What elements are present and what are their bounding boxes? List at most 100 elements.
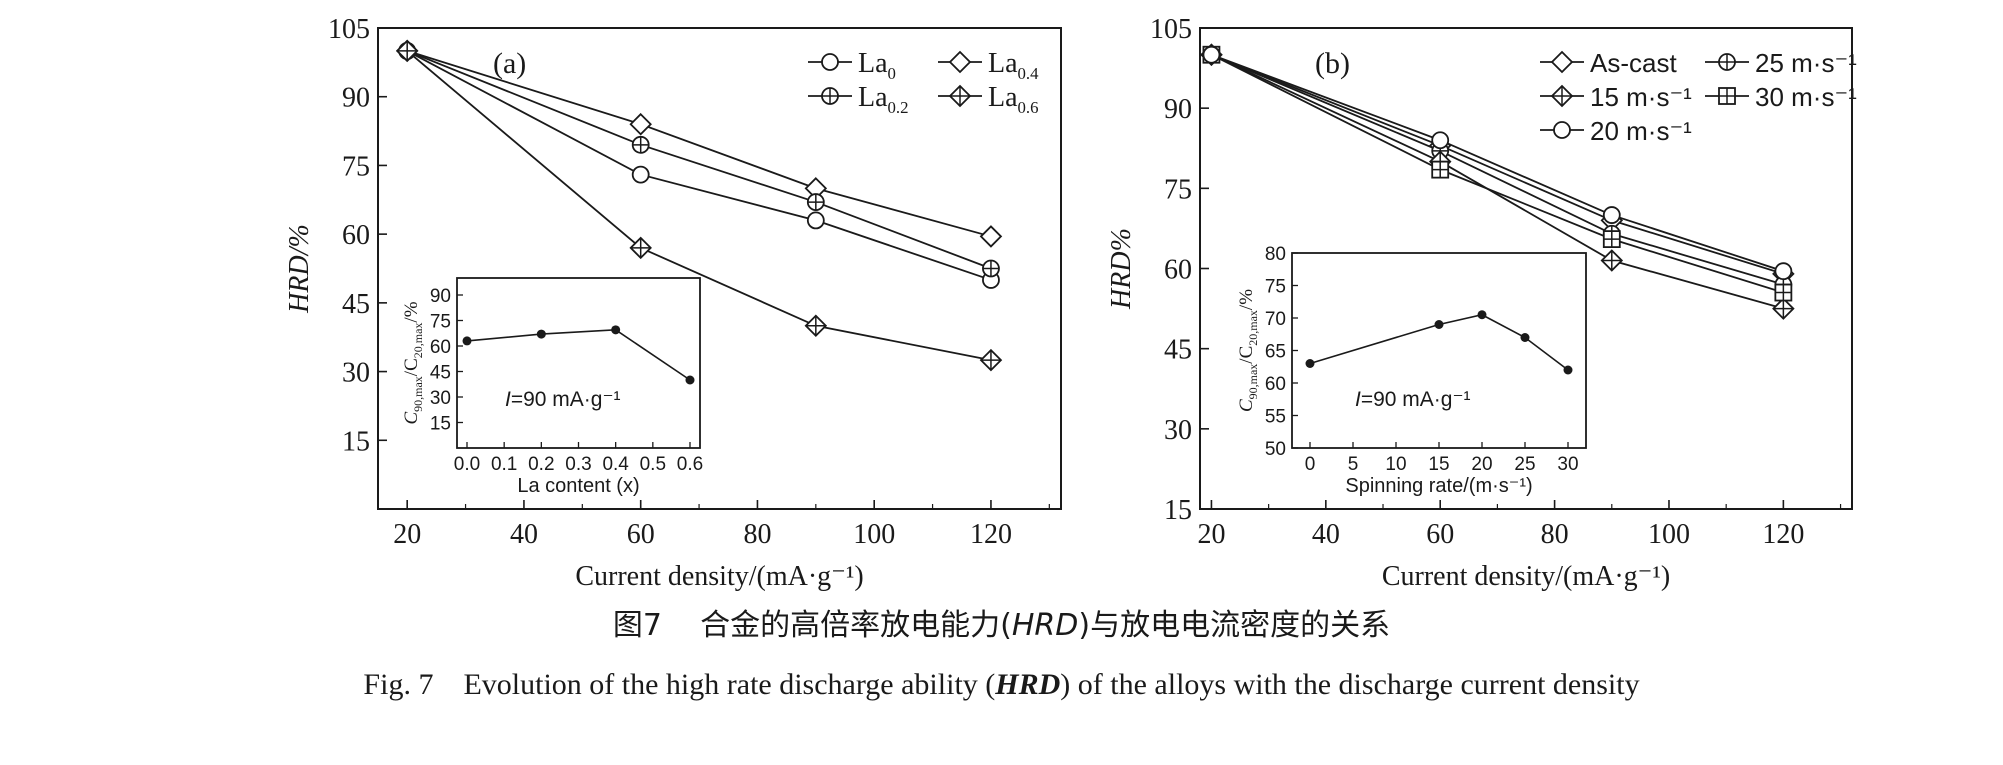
inset-x-tick: 10 bbox=[1385, 454, 1406, 475]
inset-series-line bbox=[466, 329, 691, 381]
data-point bbox=[806, 193, 825, 211]
series-0 bbox=[398, 42, 1000, 289]
legend-marker bbox=[1553, 121, 1571, 139]
inset-y-tick: 90 bbox=[430, 286, 451, 307]
inset-annotation: I=90 mA·g⁻¹ bbox=[1355, 388, 1471, 411]
data-point bbox=[629, 112, 652, 136]
inset-y-tick: 60 bbox=[430, 337, 451, 358]
series-line bbox=[406, 50, 992, 270]
x-tick-label: 100 bbox=[1648, 519, 1690, 550]
legend-entry: La0 bbox=[808, 48, 896, 83]
legend-entry: 30 m·s⁻¹ bbox=[1705, 82, 1857, 112]
legend-entry: La0.2 bbox=[808, 82, 909, 117]
legend-label: La0.2 bbox=[858, 82, 909, 117]
inset-data-point bbox=[462, 336, 472, 346]
inset-y-label: C90,max/C20,max/% bbox=[1236, 289, 1260, 412]
inset-data-point bbox=[1305, 359, 1315, 368]
inset-chart: 0 5 10 15 20 25 30 50 55 60 65 70 75 80 Spinning rate/… bbox=[1236, 244, 1587, 497]
y-tick-label: 75 bbox=[1164, 174, 1192, 205]
legend-entry: 20 m·s⁻¹ bbox=[1540, 116, 1692, 146]
inset-data-point bbox=[685, 375, 695, 385]
x-tick-label: 40 bbox=[510, 519, 538, 550]
panel-label: (b) bbox=[1315, 47, 1350, 80]
legend: La0 La0.4 La0.2 La0.6 bbox=[808, 48, 1039, 117]
series-3 bbox=[1202, 45, 1793, 302]
inset-y-tick: 75 bbox=[1265, 277, 1286, 298]
inset-y-tick: 80 bbox=[1265, 244, 1286, 265]
series-3 bbox=[395, 39, 1003, 372]
caption-cn-text-1: 合金的高倍率放电能力( bbox=[700, 608, 1012, 643]
data-point bbox=[1772, 297, 1795, 320]
series-line bbox=[1211, 53, 1784, 273]
inset-y-tick: 50 bbox=[1265, 439, 1286, 460]
y-tick-label: 15 bbox=[1164, 495, 1192, 526]
legend-marker bbox=[1718, 53, 1736, 71]
inset-x-tick: 0 bbox=[1305, 454, 1316, 475]
legend-label: 20 m·s⁻¹ bbox=[1590, 116, 1692, 146]
y-tick-label: 90 bbox=[342, 83, 370, 114]
legend-label: 15 m·s⁻¹ bbox=[1590, 82, 1692, 112]
inset-y-tick: 65 bbox=[1265, 342, 1286, 363]
caption-en-text-2: ) of the alloys with the discharge curre… bbox=[1060, 668, 1640, 701]
series-line bbox=[1211, 53, 1784, 310]
data-point bbox=[631, 165, 650, 184]
data-point bbox=[1600, 249, 1624, 272]
data-point bbox=[804, 314, 828, 338]
series-1 bbox=[395, 39, 1003, 248]
inset-y-label: C90,max/C20,max/% bbox=[401, 301, 425, 424]
inset-chart: 0.0 0.1 0.2 0.3 0.4 0.5 0.6 15 30 45 60 75 90 La cont… bbox=[401, 277, 703, 497]
data-point bbox=[1602, 206, 1621, 224]
inset-x-tick: 0.4 bbox=[602, 454, 629, 475]
legend-entry: La0.4 bbox=[938, 48, 1039, 83]
inset-x-tick: 30 bbox=[1557, 454, 1578, 475]
x-tick-label: 20 bbox=[1197, 519, 1225, 550]
inset-x-tick: 25 bbox=[1514, 454, 1535, 475]
y-tick-label: 105 bbox=[328, 14, 370, 45]
inset-y-tick: 75 bbox=[430, 312, 451, 333]
x-tick-label: 20 bbox=[393, 519, 421, 550]
x-tick-label: 60 bbox=[627, 519, 655, 550]
legend-marker bbox=[1718, 87, 1736, 105]
panel-label: (a) bbox=[493, 47, 526, 80]
legend-entry: As-cast bbox=[1540, 48, 1677, 78]
inset-x-tick: 0.3 bbox=[565, 454, 591, 475]
x-tick-label: 120 bbox=[970, 519, 1012, 550]
x-tick-label: 80 bbox=[1541, 519, 1569, 550]
legend-label: 25 m·s⁻¹ bbox=[1755, 48, 1857, 78]
legend-entry: 15 m·s⁻¹ bbox=[1540, 82, 1692, 112]
inset-x-tick: 0.0 bbox=[454, 454, 480, 475]
series-line bbox=[1211, 53, 1784, 275]
data-point bbox=[982, 259, 1000, 278]
legend-label: La0 bbox=[858, 48, 896, 83]
caption-chinese: 图7 合金的高倍率放电能力(HRD)与放电电流密度的关系 bbox=[0, 600, 2003, 644]
caption-en-hrd: HRD bbox=[995, 668, 1061, 701]
inset-x-tick: 0.2 bbox=[528, 454, 554, 475]
y-tick-label: 15 bbox=[342, 426, 370, 457]
legend-marker bbox=[948, 84, 972, 108]
inset-x-tick: 5 bbox=[1348, 454, 1359, 475]
y-tick-label: 45 bbox=[342, 289, 370, 320]
inset-annotation: I=90 mA·g⁻¹ bbox=[505, 388, 621, 411]
y-tick-label: 105 bbox=[1150, 14, 1192, 45]
legend-marker bbox=[1550, 50, 1574, 74]
y-tick-label: 75 bbox=[342, 151, 370, 182]
legend-marker bbox=[1550, 84, 1574, 108]
caption-cn-text-2: )与放电电流密度的关系 bbox=[1078, 608, 1391, 643]
caption-en-text-1: Evolution of the high rate discharge abi… bbox=[463, 668, 996, 701]
legend-label: La0.4 bbox=[988, 48, 1039, 83]
y-tick-label: 60 bbox=[1164, 255, 1192, 286]
inset-data-point bbox=[1434, 320, 1444, 329]
y-axis-label: HRD% bbox=[1106, 228, 1137, 310]
data-point bbox=[1431, 160, 1450, 179]
data-point bbox=[1774, 283, 1793, 302]
legend-marker bbox=[948, 50, 972, 74]
inset-y-tick: 45 bbox=[430, 363, 451, 384]
series-line bbox=[406, 50, 992, 238]
inset-y-tick: 15 bbox=[430, 414, 451, 435]
x-axis-label: Current density/(mA·g⁻¹) bbox=[1382, 561, 1670, 592]
data-point bbox=[1431, 131, 1450, 150]
caption-cn-prefix: 图7 bbox=[612, 608, 662, 643]
y-tick-label: 30 bbox=[1164, 415, 1192, 446]
series-4 bbox=[1202, 45, 1793, 281]
legend-entry: 25 m·s⁻¹ bbox=[1705, 48, 1857, 78]
